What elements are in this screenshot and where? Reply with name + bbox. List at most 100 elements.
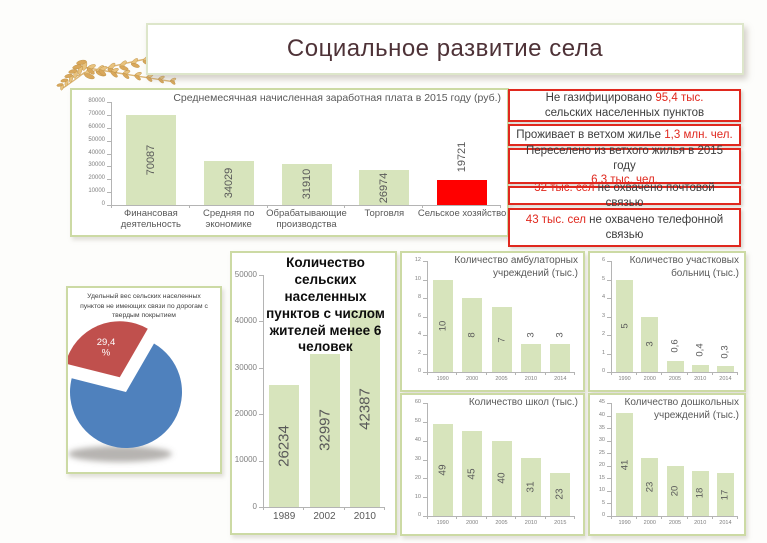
x-category-label: 1989 xyxy=(273,511,296,522)
y-tick xyxy=(423,497,427,499)
stat-box-dilapidated-housing: Проживает в ветхом жилье 1,3 млн. чел. xyxy=(508,124,741,146)
x-tick xyxy=(384,507,385,510)
bar xyxy=(437,179,488,205)
y-tick xyxy=(607,261,611,262)
y-tick xyxy=(607,440,611,442)
bar xyxy=(462,298,483,372)
y-tick-label: 5 xyxy=(601,499,605,506)
y-tick-label: 5 xyxy=(601,275,605,282)
x-tick xyxy=(737,372,738,375)
y-tick xyxy=(107,153,111,155)
y-tick-label: 0 xyxy=(101,201,105,208)
y-tick xyxy=(107,140,111,142)
bar-value-label: 3 xyxy=(644,341,656,347)
stat-value: 6,3 тыс. чел. xyxy=(591,174,658,187)
stat-value: 1,3 млн. чел. xyxy=(664,128,733,141)
y-tick-label: 20000 xyxy=(88,175,105,182)
bar xyxy=(491,440,512,516)
wheat-grain xyxy=(76,59,87,65)
x-tick xyxy=(303,507,305,510)
bar-value-label: 26974 xyxy=(378,172,391,203)
y-tick xyxy=(423,516,427,517)
x-tick xyxy=(422,205,424,208)
x-tick xyxy=(611,516,612,519)
bar xyxy=(432,279,453,372)
x-tick xyxy=(544,372,546,375)
stat-box-resettlement: Переселено из ветхого жилья в 2015 году 6… xyxy=(508,145,741,187)
wheat-grain xyxy=(110,71,118,78)
y-tick xyxy=(107,166,111,168)
x-tick xyxy=(544,516,546,519)
bar xyxy=(520,457,541,516)
stat-value: 95,4 тыс. xyxy=(655,92,704,105)
y-tick-label: 40000 xyxy=(234,316,257,326)
x-category-label: 2010 xyxy=(524,376,538,382)
bar xyxy=(359,170,410,205)
y-tick xyxy=(107,205,111,206)
x-category-label: Обрабатывающие производства xyxy=(266,208,347,230)
bar-value-label: 17 xyxy=(719,489,731,500)
x-axis-line xyxy=(427,372,575,373)
bar xyxy=(550,472,571,516)
y-tick xyxy=(423,478,427,480)
y-tick-label: 3 xyxy=(601,312,605,319)
y-tick-label: 40 xyxy=(414,437,421,444)
y-tick-label: 2 xyxy=(601,331,605,338)
x-axis-line xyxy=(611,516,738,517)
x-tick xyxy=(111,205,112,208)
x-category-label: 2010 xyxy=(694,376,707,382)
bar xyxy=(269,385,300,507)
x-tick xyxy=(500,205,501,208)
wheat-grain xyxy=(84,73,95,80)
rural-settlements-bar-chart: 0 10000 20000 30000 40000 50000 26234 1989 32997… xyxy=(230,251,397,535)
y-tick xyxy=(107,102,111,103)
y-tick-label: 8 xyxy=(417,294,421,301)
x-category-label: 2005 xyxy=(495,520,508,526)
x-tick xyxy=(711,372,713,375)
y-tick-label: 45 xyxy=(598,399,605,406)
bar-value-label: 0,3 xyxy=(719,345,731,359)
x-tick xyxy=(574,372,575,375)
y-tick xyxy=(607,279,611,281)
y-tick xyxy=(607,298,611,299)
bar-value-label: 18 xyxy=(694,488,706,499)
y-tick-label: 10 xyxy=(414,275,421,282)
y-tick xyxy=(423,279,427,281)
x-axis-line xyxy=(263,507,385,508)
schools-chart: 0 10 20 30 40 50 60 49 1990 45 2000 40 2005 31 2010 23 2… xyxy=(400,393,585,536)
bar-value-label: 23 xyxy=(644,481,656,493)
bar-value-label: 3 xyxy=(525,332,537,338)
x-tick xyxy=(263,507,264,510)
stat-label: не охвачено почтовой связью xyxy=(594,182,715,209)
chart-title: Количество сельских населенных пунктов с… xyxy=(266,255,385,355)
bar-value-label: 40 xyxy=(496,472,507,484)
x-category-label: 2010 xyxy=(353,511,376,522)
y-tick-label: 0 xyxy=(252,501,257,511)
stat-value: 43 тыс. сел xyxy=(525,214,586,227)
y-tick-label: 20 xyxy=(598,462,605,469)
bar-value-label: 19721 xyxy=(456,141,469,172)
y-axis-line xyxy=(427,403,428,516)
pie-shadow xyxy=(68,446,172,462)
x-axis-line xyxy=(111,205,501,206)
wheat-grain xyxy=(86,67,95,75)
bar-value-label: 70087 xyxy=(144,144,157,176)
chart-title: Количество школ (тыс.) xyxy=(468,397,578,408)
y-tick xyxy=(607,453,611,455)
bar xyxy=(691,364,709,372)
y-tick xyxy=(423,261,427,262)
x-tick xyxy=(515,372,517,375)
bar-value-label: 41 xyxy=(619,459,631,470)
y-tick xyxy=(607,335,611,336)
wheat-grain xyxy=(131,62,140,68)
bar xyxy=(203,161,254,205)
y-tick xyxy=(423,316,427,318)
y-tick-label: 40000 xyxy=(88,149,105,156)
y-tick-label: 1 xyxy=(601,349,605,356)
x-tick xyxy=(485,372,487,375)
x-category-label: 2000 xyxy=(643,520,656,526)
y-tick-label: 12 xyxy=(414,257,421,264)
y-tick-label: 25 xyxy=(598,449,605,456)
x-axis-line xyxy=(427,516,575,517)
x-tick xyxy=(574,516,575,519)
